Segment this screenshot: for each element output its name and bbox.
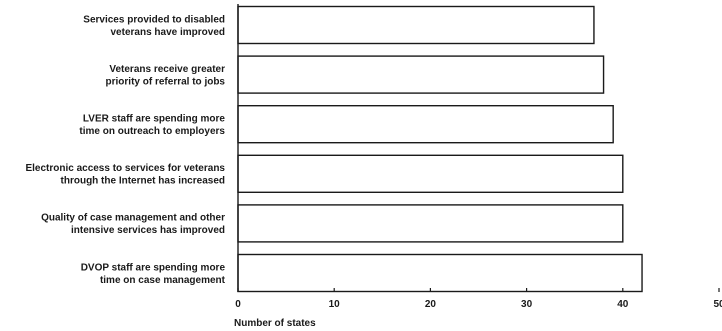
bar-3 bbox=[237, 104, 614, 144]
category-label-1: Services provided to disabled veterans ha… bbox=[83, 14, 225, 38]
x-tick-label-30: 30 bbox=[521, 299, 533, 310]
x-axis-ticks-group: 0 10 20 30 40 50 bbox=[235, 288, 722, 310]
x-tick-label-20: 20 bbox=[425, 299, 437, 310]
x-tick-label-50: 50 bbox=[713, 299, 722, 310]
x-tick-label-0: 0 bbox=[235, 299, 241, 310]
category-label-2: Veterans receive greater priority of refe… bbox=[106, 64, 226, 88]
bar-6 bbox=[237, 253, 643, 293]
category-label-6: DVOP staff are spending more time on case… bbox=[81, 262, 226, 286]
category-label-4: Electronic access to services for vetera… bbox=[25, 163, 225, 187]
bar-1 bbox=[237, 5, 595, 45]
bar-2 bbox=[237, 55, 605, 94]
bar-4 bbox=[237, 154, 624, 194]
x-tick-label-40: 40 bbox=[617, 299, 629, 310]
bars-group bbox=[237, 5, 643, 293]
category-labels-group: Services provided to disabled veterans ha… bbox=[25, 14, 225, 286]
x-axis-title: Number of states bbox=[234, 318, 316, 329]
x-tick-label-10: 10 bbox=[329, 299, 341, 310]
category-label-3: LVER staff are spending more time on outr… bbox=[79, 113, 225, 137]
category-label-5: Quality of case management and other inte… bbox=[41, 213, 225, 237]
bar-5 bbox=[237, 204, 624, 243]
